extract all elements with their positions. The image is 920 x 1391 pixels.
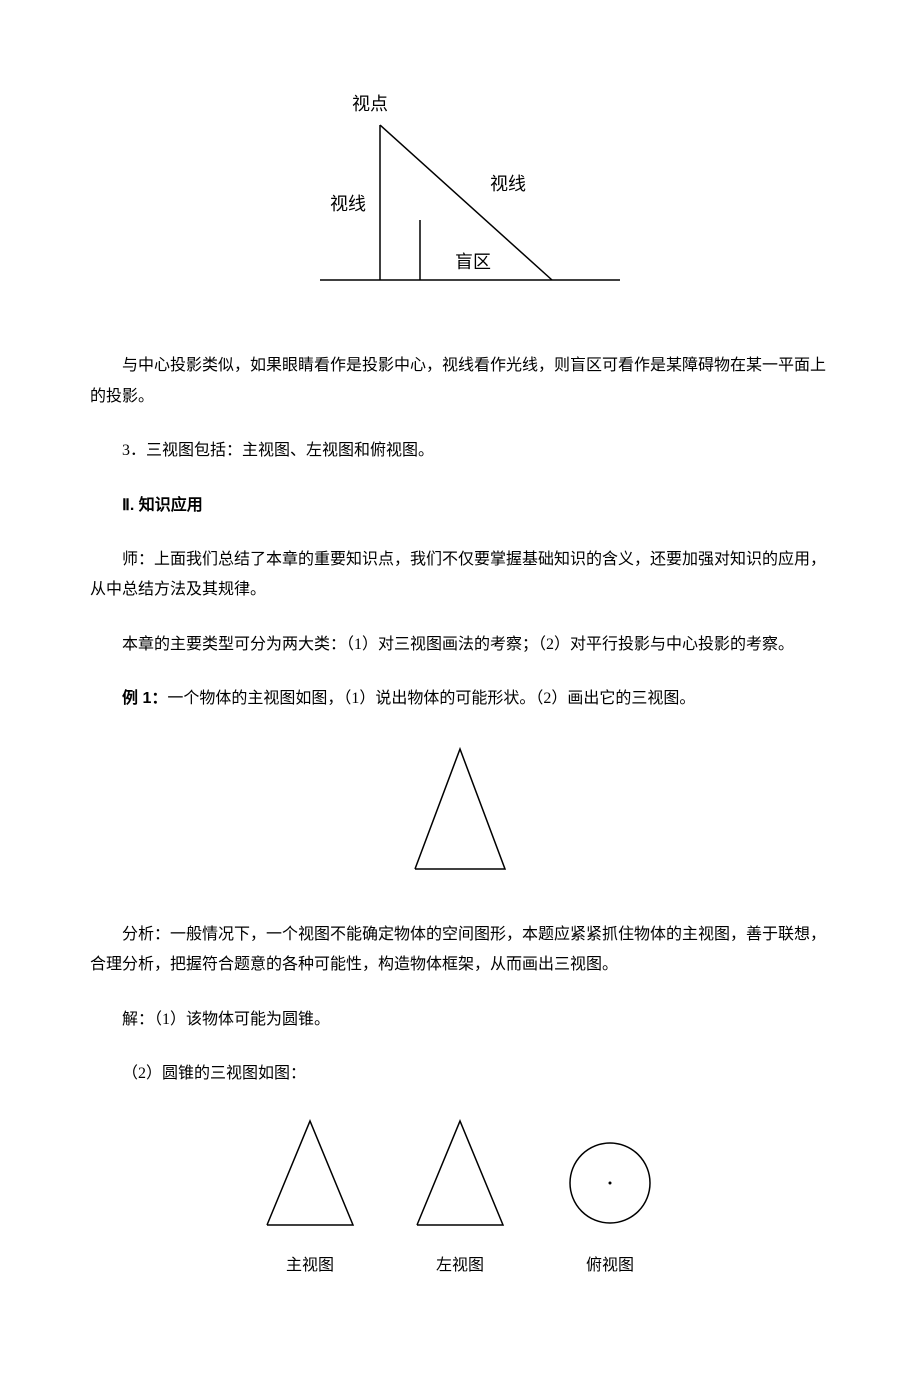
paragraph-analysis: 分析：一般情况下，一个视图不能确定物体的空间图形，本题应紧紧抓住物体的主视图，善… xyxy=(90,920,830,981)
label-blind: 盲区 xyxy=(455,252,491,272)
front-view-caption: 主视图 xyxy=(255,1251,365,1281)
paragraph-three-views-def: 3．三视图包括：主视图、左视图和俯视图。 xyxy=(90,436,830,466)
front-view-item: 主视图 xyxy=(255,1113,365,1281)
triangle-svg xyxy=(390,739,530,879)
figure-three-views: 主视图 左视图 俯视图 xyxy=(90,1113,830,1281)
figure-viewpoint-diagram: 视点 视线 视线 盲区 xyxy=(90,90,830,321)
left-view-caption: 左视图 xyxy=(405,1251,515,1281)
left-triangle xyxy=(417,1121,503,1225)
front-triangle xyxy=(267,1121,353,1225)
top-view-caption: 俯视图 xyxy=(555,1251,665,1281)
viewpoint-svg: 视点 视线 视线 盲区 xyxy=(280,90,640,310)
left-view-item: 左视图 xyxy=(405,1113,515,1281)
paragraph-teacher-intro: 师：上面我们总结了本章的重要知识点，我们不仅要掌握基础知识的含义，还要加强对知识… xyxy=(90,545,830,606)
left-view-svg xyxy=(405,1113,515,1233)
top-view-item: 俯视图 xyxy=(555,1113,665,1281)
front-view-svg xyxy=(255,1113,365,1233)
example-text: 一个物体的主视图如图，（1）说出物体的可能形状。（2）画出它的三视图。 xyxy=(167,690,695,707)
label-viewpoint: 视点 xyxy=(352,94,388,114)
section-heading-application: Ⅱ. 知识应用 xyxy=(90,491,830,521)
top-view-svg xyxy=(555,1113,665,1233)
paragraph-projection-analogy: 与中心投影类似，如果眼睛看作是投影中心，视线看作光线，则盲区可看作是某障碍物在某… xyxy=(90,351,830,412)
paragraph-solution-2: （2）圆锥的三视图如图： xyxy=(90,1059,830,1089)
top-center-dot xyxy=(609,1182,612,1185)
figure-triangle-main-view xyxy=(90,739,830,890)
label-sightline-right: 视线 xyxy=(490,174,526,194)
paragraph-chapter-types: 本章的主要类型可分为两大类：（1）对三视图画法的考察；（2）对平行投影与中心投影… xyxy=(90,630,830,660)
paragraph-example-1: 例 1：一个物体的主视图如图，（1）说出物体的可能形状。（2）画出它的三视图。 xyxy=(90,684,830,714)
triangle-shape xyxy=(415,749,505,869)
paragraph-solution-1: 解：（1）该物体可能为圆锥。 xyxy=(90,1005,830,1035)
label-sightline-left: 视线 xyxy=(330,194,366,214)
example-label: 例 1： xyxy=(122,690,167,707)
